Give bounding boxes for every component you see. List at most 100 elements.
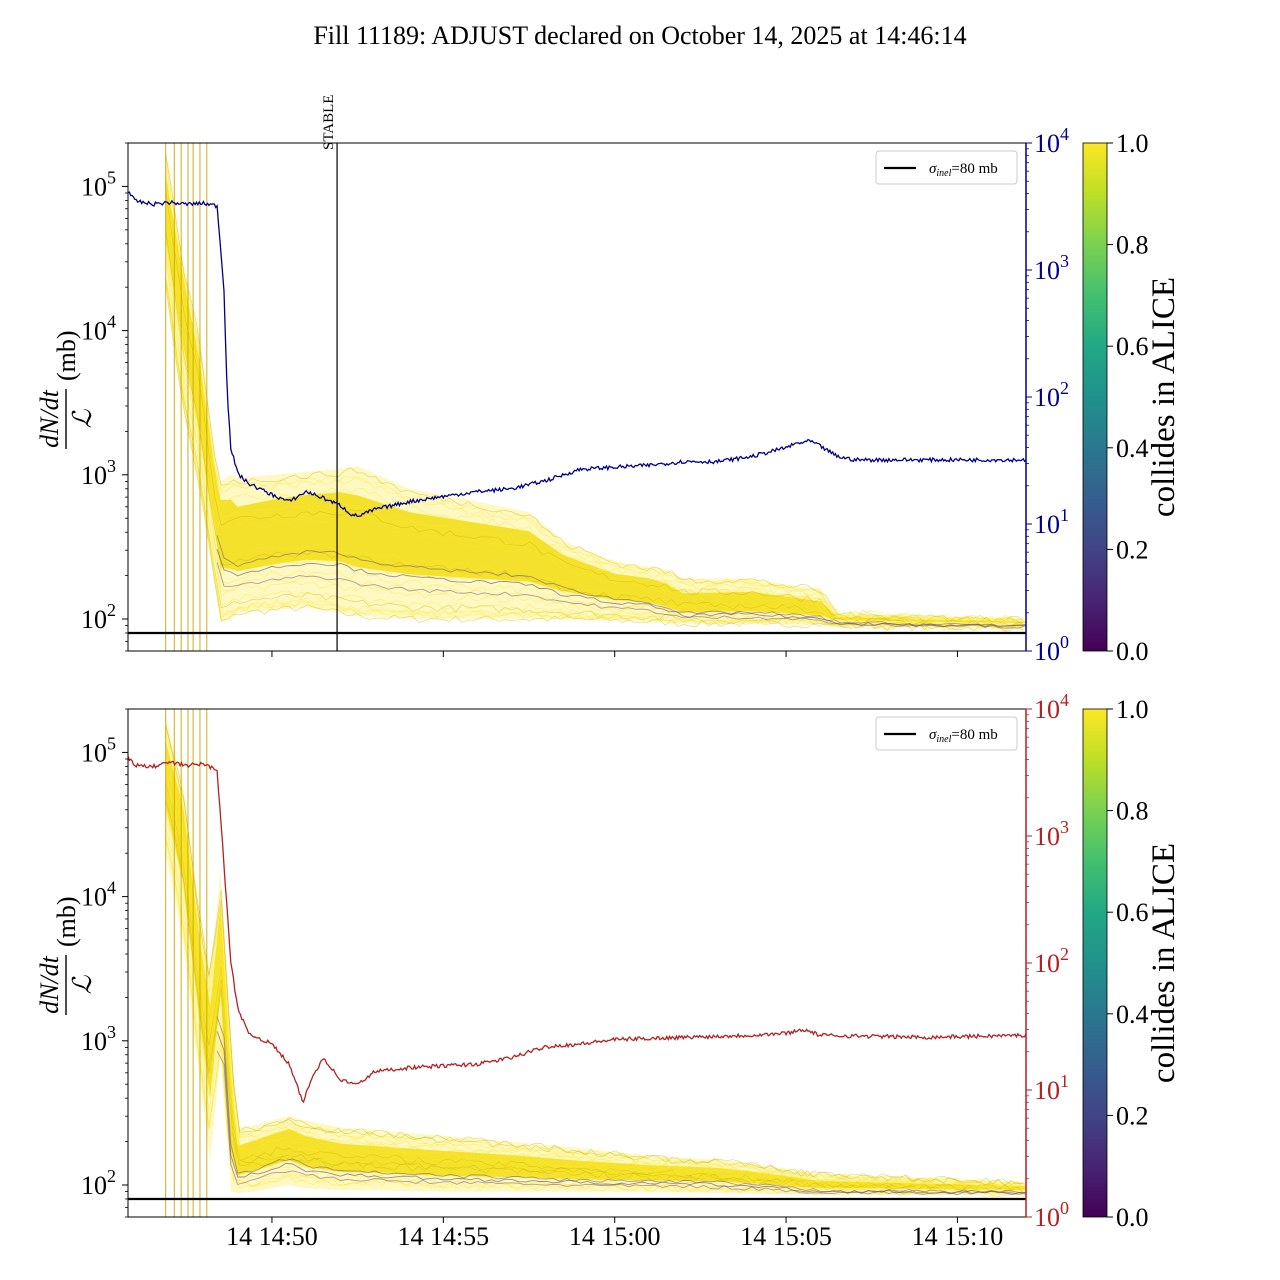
dark-trace — [216, 562, 1026, 629]
bottom-colorbar-label: collides in ALICE — [1146, 843, 1182, 1083]
top-legend: σinel=80 mb — [875, 150, 1018, 185]
x-tick-label: 14 15:05 — [740, 1222, 832, 1251]
bunch-trace — [165, 163, 1024, 623]
svg-text:ℒ: ℒ — [68, 408, 97, 428]
y-tick-label: 104 — [81, 312, 116, 346]
top-colorbar-label: collides in ALICE — [1146, 277, 1182, 517]
dark-trace — [216, 1016, 1026, 1195]
x-tick-label: 14 15:10 — [912, 1222, 1004, 1251]
dark-trace — [216, 1050, 1026, 1196]
bottom-legend-label: σinel=80 mb — [929, 727, 998, 745]
bottom-legend: σinel=80 mb — [875, 716, 1018, 751]
bunch-trace — [165, 278, 1024, 631]
dark-trace — [216, 535, 1026, 627]
stable-annotation: STABLE — [321, 95, 337, 150]
y-tick-label: 105 — [81, 733, 116, 767]
y2-tick-label: 100 — [1034, 632, 1069, 666]
dark-trace — [216, 1031, 1026, 1195]
y2-tick-label: 101 — [1034, 1071, 1069, 1105]
y2-tick-label: 102 — [1034, 944, 1069, 978]
bunch-trace — [165, 812, 1024, 1196]
bunch-trace — [165, 751, 1024, 1189]
top-x-axis — [271, 651, 958, 657]
top-panel: 102 103 104 105 100 101 102 103 104 STABLE σine… — [35, 95, 1182, 666]
colorbar-tick-label: 0.2 — [1116, 1101, 1149, 1130]
bunch-trace — [165, 734, 1024, 1187]
bunch-trace — [165, 789, 1024, 1193]
bottom-ylabel: dN/dt ℒ (mb) — [35, 896, 97, 1015]
bunch-trace — [165, 157, 1024, 622]
bunch-trace — [165, 240, 1024, 628]
colorbar-tick-label: 1.0 — [1116, 695, 1149, 724]
bottom-spike-lines — [165, 709, 208, 1217]
y2-tick-label: 102 — [1034, 378, 1069, 412]
bunch-trace — [165, 834, 1024, 1198]
top-y-axis: 102 103 104 105 — [81, 142, 128, 652]
y-tick-label: 102 — [81, 1166, 116, 1200]
bunch-trace — [165, 189, 1024, 625]
svg-text:dN/dt: dN/dt — [35, 955, 64, 1014]
bottom-bunch-bands — [165, 715, 1026, 1198]
svg-text:ℒ: ℒ — [68, 974, 97, 994]
bottom-colorbar: 0.0 0.2 0.4 0.6 0.8 1.0 collides in ALICE — [1082, 695, 1182, 1232]
bottom-plot-area — [128, 709, 1026, 1217]
colorbar-tick-label: 0.8 — [1116, 797, 1149, 826]
y2-tick-label: 103 — [1034, 817, 1069, 851]
svg-text:(mb): (mb) — [52, 330, 81, 381]
top-legend-label: σinel=80 mb — [929, 161, 998, 179]
y-tick-label: 103 — [81, 456, 116, 490]
bottom-non-colliding-lines — [216, 1016, 1026, 1196]
core-band — [165, 741, 1026, 1190]
colorbar-tick-label: 0.4 — [1116, 1000, 1149, 1029]
colorbar-tick-label: 0.8 — [1116, 231, 1149, 260]
colorbar-tick-label: 0.2 — [1116, 535, 1149, 564]
top-bunch-bands — [165, 149, 1026, 632]
top-luminosity-line — [128, 191, 1026, 518]
colorbar-tick-label: 1.0 — [1116, 129, 1149, 158]
bottom-luminosity-line — [128, 756, 1026, 1104]
top-colorbar: 0.0 0.2 0.4 0.6 0.8 1.0 collides in ALICE — [1082, 129, 1182, 666]
x-tick-label: 14 14:55 — [397, 1222, 489, 1251]
svg-text:(mb): (mb) — [52, 896, 81, 947]
bunch-trace — [165, 756, 1024, 1190]
bunch-trace — [165, 224, 1024, 627]
y-tick-label: 105 — [81, 167, 116, 201]
bunch-trace — [165, 740, 1024, 1188]
y2-tick-label: 101 — [1034, 505, 1069, 539]
bunch-trace — [165, 284, 1024, 631]
y2-tick-label: 103 — [1034, 251, 1069, 285]
colorbar-tick-label: 0.0 — [1116, 1203, 1149, 1232]
bottom-y2-axis: 100 101 102 103 104 — [1025, 690, 1069, 1232]
top-plot-area — [128, 143, 1026, 651]
figure-title: Fill 11189: ADJUST declared on October 1… — [313, 21, 966, 50]
core-band — [165, 175, 1026, 623]
y-tick-label: 102 — [81, 600, 116, 634]
colorbar-tick-label: 0.0 — [1116, 637, 1149, 666]
top-non-colliding-lines — [216, 535, 1026, 629]
top-spike-lines — [165, 143, 208, 651]
bunch-trace — [165, 840, 1024, 1198]
outer-band — [165, 715, 1026, 1196]
bunch-trace — [165, 725, 1024, 1187]
colorbar-tick-label: 0.6 — [1116, 898, 1149, 927]
y-tick-label: 104 — [81, 878, 116, 912]
x-tick-label: 14 14:50 — [226, 1222, 318, 1251]
y2-tick-label: 104 — [1034, 124, 1069, 158]
top-ylabel: dN/dt ℒ (mb) — [35, 330, 97, 449]
bunch-trace — [165, 724, 1024, 1185]
bunch-trace — [165, 248, 1024, 630]
bunch-trace — [165, 153, 1024, 623]
y2-tick-label: 100 — [1034, 1198, 1069, 1232]
bottom-x-axis: 14 14:50 14 14:55 14 15:00 14 15:05 14 15:10 — [226, 1217, 1003, 1251]
y2-tick-label: 104 — [1034, 690, 1069, 724]
top-y2-axis: 100 101 102 103 104 — [1025, 124, 1069, 666]
bottom-y-axis: 102 103 104 105 — [81, 708, 128, 1218]
y-tick-label: 103 — [81, 1022, 116, 1056]
bunch-trace — [165, 769, 1024, 1191]
colorbar-tick-label: 0.4 — [1116, 434, 1149, 463]
x-tick-label: 14 15:00 — [569, 1222, 661, 1251]
svg-text:dN/dt: dN/dt — [35, 389, 64, 448]
bunch-trace — [165, 781, 1024, 1192]
